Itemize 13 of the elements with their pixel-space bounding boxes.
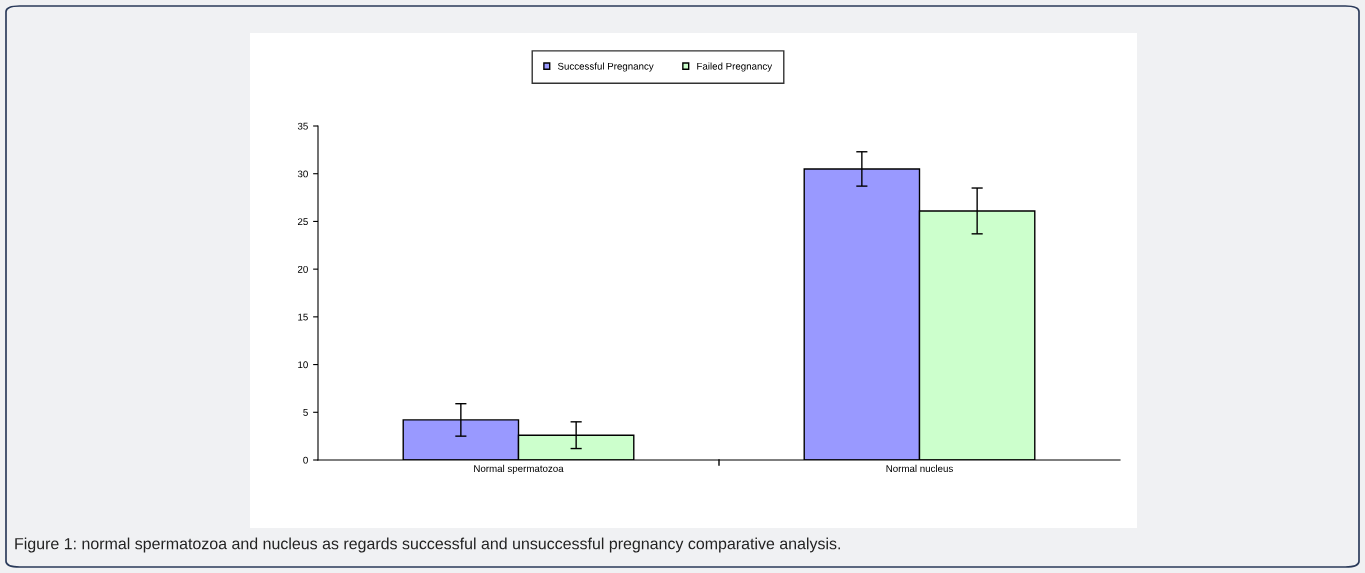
- legend-label: Failed Pregnancy: [697, 62, 773, 72]
- y-tick-label: 0: [303, 456, 308, 464]
- x-tick-label: Normal spermatozoa: [474, 464, 564, 474]
- y-tick-label: 35: [297, 122, 308, 130]
- y-tick-label: 30: [297, 170, 308, 178]
- y-tick-label: 15: [298, 313, 308, 321]
- y-tick-label: 5: [303, 409, 308, 416]
- y-tick-label: 10: [298, 361, 308, 369]
- y-tick-label: 25: [297, 218, 308, 226]
- legend-label: Successful Pregnancy: [557, 62, 654, 72]
- x-tick-label: Normal nucleus: [886, 464, 953, 472]
- caption: Figure 1: normal spermatozoa and nucleus as regards successful and unsuccessful pregnancy comparative analysis.: [15, 537, 840, 553]
- y-tick-label: 20: [297, 265, 308, 273]
